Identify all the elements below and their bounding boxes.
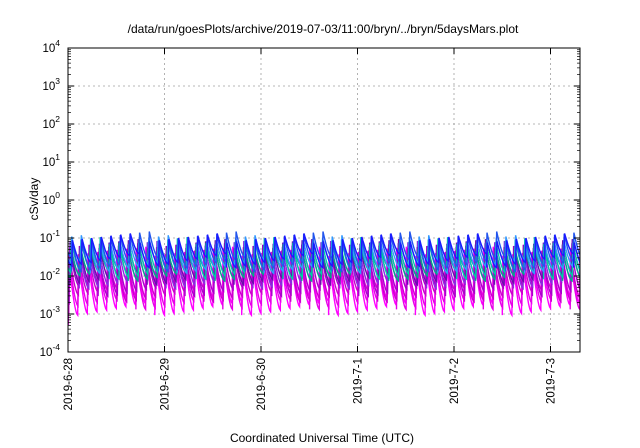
y-tick-label: 10-3 (40, 304, 61, 321)
y-tick-label: 10-2 (40, 266, 61, 283)
y-axis-label: cSv/day (27, 178, 41, 221)
x-tick-label: 2019-7-3 (546, 358, 558, 404)
axis-ticks (67, 47, 580, 353)
series-layer (68, 231, 580, 326)
series-line (68, 250, 580, 315)
x-tick-label: 2019-6-30 (256, 358, 268, 410)
x-tick-label: 2019-6-28 (63, 358, 75, 410)
tick-labels: 104 103 102 101 100 10-1 10-2 10-3 10-42019-6-28… (40, 38, 558, 410)
y-tick-label: 101 (42, 152, 60, 169)
y-tick-label: 102 (42, 114, 60, 131)
y-tick-label: 10-4 (40, 342, 61, 359)
y-tick-label: 100 (42, 190, 60, 207)
y-tick-label: 10-1 (40, 228, 61, 245)
x-tick-label: 2019-7-1 (353, 358, 365, 404)
x-tick-label: 2019-6-29 (160, 358, 172, 410)
series-line (68, 242, 580, 283)
series-line (68, 238, 580, 287)
series-line (68, 233, 580, 269)
series-line (68, 248, 580, 326)
chart-title: /data/run/goesPlots/archive/2019-07-03/1… (128, 22, 519, 36)
x-axis-label: Coordinated Universal Time (UTC) (230, 431, 414, 445)
y-tick-label: 103 (42, 76, 60, 93)
series-line (68, 231, 580, 273)
x-tick-label: 2019-7-2 (449, 358, 461, 404)
y-tick-label: 104 (42, 38, 60, 55)
